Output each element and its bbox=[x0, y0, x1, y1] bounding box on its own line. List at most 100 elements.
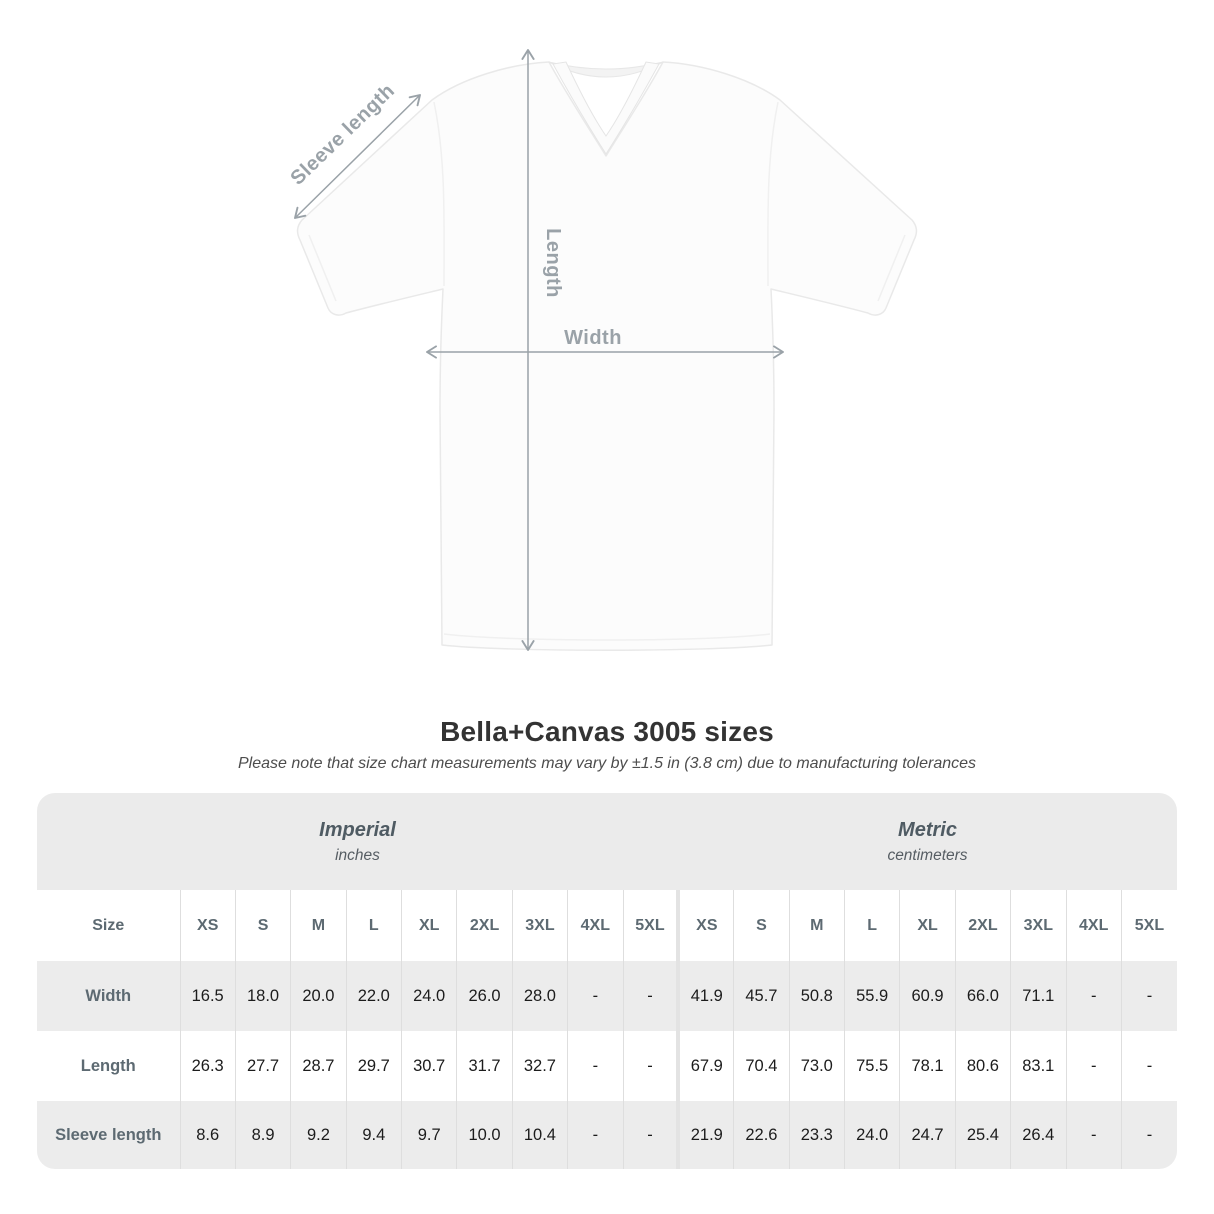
measurement-cell: 78.1 bbox=[899, 1031, 956, 1101]
measurement-row: Length 26.3 27.7 28.7 29.7 30.7 31.7 32.7- -67.9… bbox=[37, 1031, 1177, 1101]
size-column-label: Size bbox=[92, 916, 125, 934]
measurement-cell: 66.0 bbox=[954, 961, 1011, 1031]
measurement-cell: 30.7 bbox=[400, 1031, 457, 1101]
size-column-header-metric: 5XL bbox=[1120, 890, 1177, 961]
tshirt-vneck-band bbox=[552, 61, 660, 155]
measurement-cell: 60.9 bbox=[899, 961, 956, 1031]
measurement-cell: 24.0 bbox=[843, 1101, 900, 1169]
size-column-header-metric: S bbox=[733, 890, 790, 961]
measurement-cell: - bbox=[1065, 1101, 1122, 1169]
size-column-header-metric: 2XL bbox=[954, 890, 1011, 961]
sleeve-length-arrow bbox=[294, 94, 421, 219]
size-header-row: Size XS S M L XL 2XL 3XL 4XL 5XL XS S M L XL 2XL 3XL 4XL… bbox=[37, 890, 1177, 961]
tshirt-seams bbox=[308, 101, 906, 641]
tshirt-illustration bbox=[296, 61, 918, 651]
row-label: Sleeve length bbox=[55, 1125, 162, 1144]
metric-label: Metric bbox=[898, 818, 957, 841]
measurement-cell: 9.7 bbox=[400, 1101, 457, 1169]
imperial-unit: inches bbox=[335, 846, 380, 864]
measurement-cell: 8.6 bbox=[179, 1101, 236, 1169]
measurement-cell: - bbox=[567, 1101, 623, 1169]
measurement-cell: - bbox=[1120, 961, 1177, 1031]
measurement-cell: 67.9 bbox=[676, 1031, 734, 1101]
measurement-cell: 24.0 bbox=[400, 961, 457, 1031]
measurement-cell: 83.1 bbox=[1010, 1031, 1066, 1101]
measurement-cell: - bbox=[1120, 1031, 1177, 1101]
unit-header-metric: Metric centimeters bbox=[678, 793, 1177, 890]
measurement-cell: 73.0 bbox=[788, 1031, 845, 1101]
tshirt-diagram-svg: Sleeve length Length Width bbox=[286, 49, 918, 651]
size-tolerance-note: Please note that size chart measurements… bbox=[237, 755, 977, 772]
measurement-cell: 70.4 bbox=[733, 1031, 790, 1101]
measurement-cell: 22.6 bbox=[733, 1101, 790, 1169]
tshirt-back-collar bbox=[548, 61, 664, 78]
measurement-cell: 16.5 bbox=[179, 961, 236, 1031]
unit-header-imperial: Imperial inches bbox=[37, 793, 678, 890]
measurement-cell: 25.4 bbox=[954, 1101, 1011, 1169]
measurement-row: Width 16.5 18.0 20.0 22.0 24.0 26.0 28.0- -41.9 4… bbox=[37, 961, 1177, 1031]
size-column-header-imperial: M bbox=[290, 890, 347, 961]
measurement-cell: - bbox=[622, 1031, 679, 1101]
measurement-cell: - bbox=[567, 961, 623, 1031]
measurement-cell: 20.0 bbox=[290, 961, 347, 1031]
measurement-cell: 80.6 bbox=[954, 1031, 1011, 1101]
measurement-cell: - bbox=[622, 1101, 679, 1169]
measurement-cell: 28.0 bbox=[511, 961, 568, 1031]
measurement-cell: 71.1 bbox=[1010, 961, 1066, 1031]
size-column-header-imperial: XS bbox=[179, 890, 236, 961]
width-label: Width bbox=[564, 327, 622, 349]
size-column-header-metric: XL bbox=[899, 890, 956, 961]
size-column-header-imperial: S bbox=[234, 890, 291, 961]
measurement-cell: 10.0 bbox=[456, 1101, 513, 1169]
measurement-cell: 10.4 bbox=[511, 1101, 568, 1169]
size-column-header-imperial: 5XL bbox=[622, 890, 679, 961]
unit-header-band: Imperial inches Metric centimeters bbox=[37, 793, 1177, 890]
measurement-cell: 32.7 bbox=[511, 1031, 568, 1101]
measurement-cell: 21.9 bbox=[676, 1101, 734, 1169]
size-column-header-metric: XS bbox=[676, 890, 734, 961]
row-label: Width bbox=[85, 986, 132, 1005]
measurement-cell: 45.7 bbox=[733, 961, 790, 1031]
imperial-label: Imperial bbox=[319, 818, 396, 841]
measurement-cell: 75.5 bbox=[843, 1031, 900, 1101]
size-column-header-imperial: XL bbox=[400, 890, 457, 961]
measurement-cell: 50.8 bbox=[788, 961, 845, 1031]
tshirt-measurement-diagram: Sleeve length Length Width bbox=[286, 49, 918, 651]
size-column-header-imperial: 2XL bbox=[456, 890, 513, 961]
size-chart: Imperial inches Metric centimeters Size … bbox=[37, 793, 1177, 1169]
measurement-cell: 9.2 bbox=[290, 1101, 347, 1169]
measurement-row: Sleeve length 8.6 8.9 9.2 9.4 9.7 10.0 10.4- -21… bbox=[37, 1101, 1177, 1169]
measurement-cell: 18.0 bbox=[234, 961, 291, 1031]
measurement-cell: - bbox=[1065, 1031, 1122, 1101]
measurement-arrows bbox=[294, 49, 784, 651]
measurement-cell: - bbox=[1065, 961, 1122, 1031]
page-title: Bella+Canvas 3005 sizes bbox=[440, 716, 774, 747]
size-column-header-metric: 4XL bbox=[1065, 890, 1122, 961]
size-column-header-metric: M bbox=[788, 890, 845, 961]
size-column-header-imperial: 4XL bbox=[567, 890, 623, 961]
size-column-header-metric: L bbox=[843, 890, 900, 961]
measurement-cell: 23.3 bbox=[788, 1101, 845, 1169]
measurement-cell: 29.7 bbox=[345, 1031, 402, 1101]
measurement-cell: 28.7 bbox=[290, 1031, 347, 1101]
measurement-cell: - bbox=[622, 961, 679, 1031]
measurement-cell: 27.7 bbox=[234, 1031, 291, 1101]
size-column-header-imperial: 3XL bbox=[511, 890, 568, 961]
measurement-cell: 9.4 bbox=[345, 1101, 402, 1169]
measurement-cell: 55.9 bbox=[843, 961, 900, 1031]
measurement-cell: 24.7 bbox=[899, 1101, 956, 1169]
measurement-cell: 41.9 bbox=[676, 961, 734, 1031]
size-column-header-metric: 3XL bbox=[1010, 890, 1066, 961]
measurement-cell: - bbox=[567, 1031, 623, 1101]
row-label: Length bbox=[80, 1056, 136, 1075]
size-chart-table: Size XS S M L XL 2XL 3XL 4XL 5XL XS S M L XL 2XL 3XL 4XL… bbox=[37, 890, 1177, 1169]
length-label: Length bbox=[542, 228, 564, 298]
measurement-cell: - bbox=[1120, 1101, 1177, 1169]
measurement-cell: 31.7 bbox=[456, 1031, 513, 1101]
measurement-cell: 26.3 bbox=[179, 1031, 236, 1101]
measurement-cell: 26.0 bbox=[456, 961, 513, 1031]
measurement-cell: 22.0 bbox=[345, 961, 402, 1031]
metric-unit: centimeters bbox=[887, 846, 968, 864]
measurement-cell: 8.9 bbox=[234, 1101, 291, 1169]
size-column-header-imperial: L bbox=[345, 890, 402, 961]
